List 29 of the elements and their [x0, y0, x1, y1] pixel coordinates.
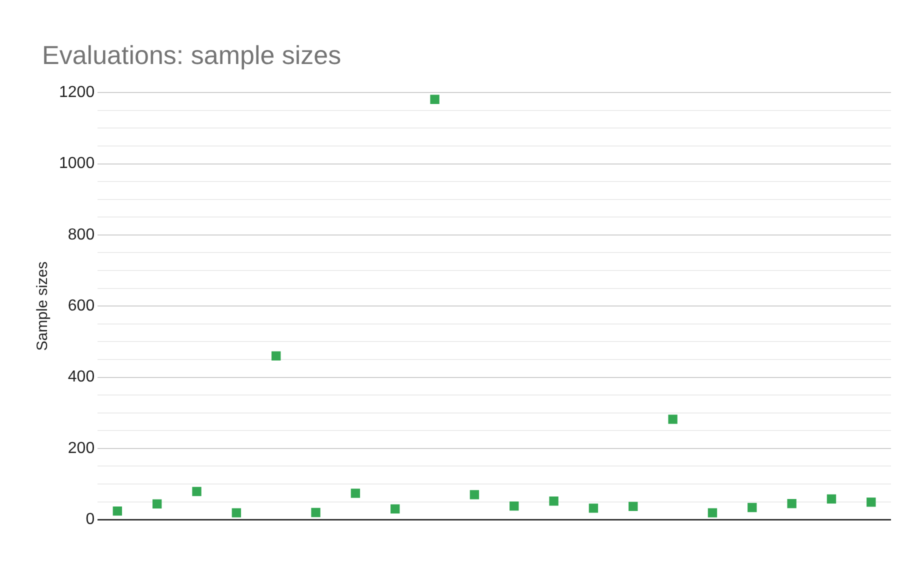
- point: [272, 351, 281, 361]
- point: [232, 508, 242, 518]
- point: [748, 502, 757, 512]
- point: [708, 508, 718, 518]
- point: [350, 488, 360, 498]
- y-tick-label: 0: [86, 511, 95, 528]
- point: [866, 498, 876, 507]
- point: [668, 414, 678, 424]
- point: [588, 504, 598, 513]
- point: [152, 499, 162, 509]
- point: [112, 506, 122, 516]
- point: [390, 504, 400, 514]
- point: [430, 94, 440, 104]
- y-tick-label: 800: [68, 226, 95, 244]
- y-tick-label: 600: [68, 298, 95, 315]
- point: [549, 496, 558, 506]
- point: [470, 490, 480, 500]
- point: [826, 494, 836, 504]
- y-tick-label: 200: [68, 440, 95, 457]
- point: [787, 498, 796, 508]
- y-tick-label: 1000: [59, 155, 95, 172]
- chart-title: Evaluations: sample sizes: [42, 40, 342, 71]
- y-tick-label: 1200: [59, 84, 95, 102]
- point: [192, 486, 202, 496]
- y-axis-title: Sample sizes: [34, 262, 52, 351]
- y-tick-label: 400: [68, 368, 95, 386]
- point: [510, 501, 519, 511]
- point: [628, 502, 638, 512]
- point: [311, 508, 320, 518]
